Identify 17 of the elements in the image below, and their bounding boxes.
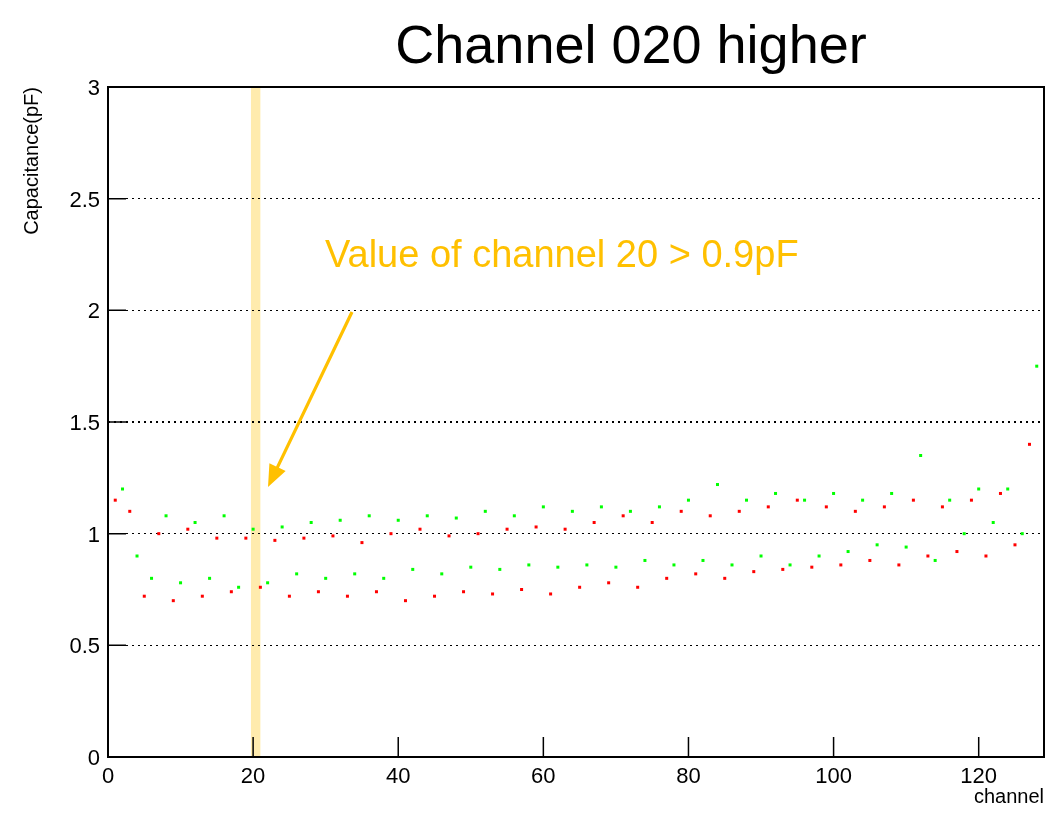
x-tick-label: 20 [240,763,266,788]
y-tick-label: 0 [87,745,100,770]
y-tick-label: 2.5 [69,186,100,212]
chart-title: Channel 020 higher [395,14,867,74]
annotation: Value of channel 20 > 0.9pF [325,233,799,275]
x-tick-label: 120 [960,763,998,788]
y-tick-label: 2 [87,298,100,324]
y-tick-label: 1.5 [69,410,100,435]
x-tick-label: 40 [385,763,411,788]
x-tick-label: 60 [531,763,556,788]
y-tick-label: 3 [87,75,100,100]
x-tick-label: 80 [676,763,701,788]
x-axis-title: channel [973,785,1044,807]
y-tick-label: 1 [87,521,100,547]
x-tick-label: 100 [815,763,852,788]
y-axis-title: Capacitance(pF) [20,87,42,235]
y-tick-label: 0.5 [69,633,100,659]
